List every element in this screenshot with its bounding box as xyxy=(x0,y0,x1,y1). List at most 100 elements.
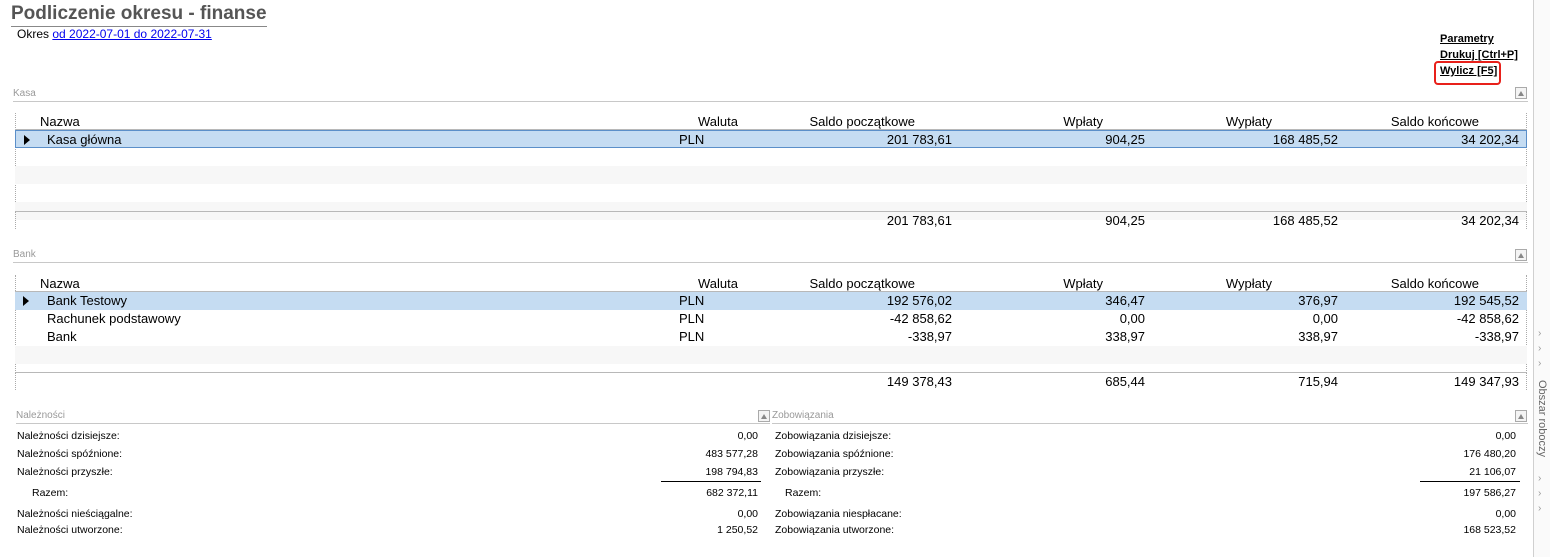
naleznosci-summary: Należności dzisiejsze: 0,00 Należności s… xyxy=(17,430,762,540)
actions-panel: Parametry Drukuj [Ctrl+P] Wylicz [F5] xyxy=(1440,31,1518,79)
zobowiazania-export-icon[interactable] xyxy=(1515,410,1527,422)
row-name: Bank Testowy xyxy=(47,293,127,308)
zobowiazania-created-value: 168 523,52 xyxy=(1463,524,1516,536)
bank-total-row: 149 378,43 685,44 715,94 149 347,93 xyxy=(15,372,1527,390)
zobowiazania-summary: Zobowiązania dzisiejsze: 0,00 Zobowiązan… xyxy=(775,430,1520,540)
col-name-header[interactable]: Nazwa xyxy=(40,114,80,129)
empty-row xyxy=(15,166,1527,184)
row-opening: -42 858,62 xyxy=(889,311,952,326)
naleznosci-section-title: Należności xyxy=(16,410,65,421)
col-closing-header[interactable]: Saldo końcowe xyxy=(1390,114,1479,129)
naleznosci-export-icon[interactable] xyxy=(758,410,770,422)
parameters-link[interactable]: Parametry xyxy=(1440,33,1494,45)
kasa-section-title: Kasa xyxy=(13,88,36,99)
bank-section-header: Bank xyxy=(13,249,1528,263)
col-opening-header[interactable]: Saldo początkowe xyxy=(809,114,915,129)
col-currency-header[interactable]: Waluta xyxy=(698,276,738,291)
naleznosci-sum-value: 682 372,11 xyxy=(706,487,758,499)
naleznosci-section-header: Należności xyxy=(16,410,770,424)
table-row[interactable]: Bank PLN -338,97 338,97 338,97 -338,97 xyxy=(15,328,1527,346)
bank-total-opening: 149 378,43 xyxy=(886,374,952,389)
naleznosci-bad-label: Należności nieściągalne: xyxy=(17,508,133,520)
col-currency-header[interactable]: Waluta xyxy=(698,114,738,129)
naleznosci-created-label: Należności utworzone: xyxy=(17,524,123,536)
bank-grid-frame xyxy=(15,275,1527,373)
naleznosci-sum-label: Razem: xyxy=(32,487,69,499)
row-currency: PLN xyxy=(679,293,705,308)
kasa-total-out: 168 485,52 xyxy=(1272,213,1338,228)
table-row[interactable]: Rachunek podstawowy PLN -42 858,62 0,00 … xyxy=(15,310,1527,328)
row-closing: 34 202,34 xyxy=(1461,132,1519,147)
row-currency: PLN xyxy=(679,311,705,326)
zobowiazania-section-title: Zobowiązania xyxy=(772,410,834,421)
row-out: 0,00 xyxy=(1312,311,1338,326)
bank-total-out: 715,94 xyxy=(1298,374,1338,389)
table-row[interactable]: Bank Testowy PLN 192 576,02 346,47 376,9… xyxy=(15,292,1527,310)
workspace-sidebar-tab[interactable]: Obszar roboczy xyxy=(1536,380,1550,470)
print-link[interactable]: Drukuj [Ctrl+P] xyxy=(1440,49,1518,61)
table-row[interactable]: Kasa główna PLN 201 783,61 904,25 168 48… xyxy=(15,130,1527,148)
page-title: Podliczenie okresu - finanse xyxy=(11,3,267,27)
row-name: Bank xyxy=(47,329,77,344)
bank-grid: Nazwa Waluta Saldo początkowe Wpłaty Wyp… xyxy=(15,275,1527,364)
naleznosci-today-value: 0,00 xyxy=(737,430,758,442)
col-opening-header[interactable]: Saldo początkowe xyxy=(809,276,915,291)
workspace-sidebar[interactable]: › › › › › › xyxy=(1533,0,1550,557)
naleznosci-future-label: Należności przyszłe: xyxy=(17,466,113,478)
zobowiazania-future-value: 21 106,07 xyxy=(1469,466,1516,478)
row-in: 904,25 xyxy=(1105,132,1145,147)
bank-grid-header: Nazwa Waluta Saldo początkowe Wpłaty Wyp… xyxy=(15,275,1527,292)
zobowiazania-today-value: 0,00 xyxy=(1495,430,1516,442)
kasa-total-closing: 34 202,34 xyxy=(1461,213,1519,228)
naleznosci-bad-value: 0,00 xyxy=(737,508,758,520)
kasa-grid-header: Nazwa Waluta Saldo początkowe Wpłaty Wyp… xyxy=(15,113,1527,130)
chevron-right-icon: › xyxy=(1538,488,1542,499)
period-label: Okres xyxy=(17,27,50,41)
row-out: 376,97 xyxy=(1298,293,1338,308)
col-out-header[interactable]: Wypłaty xyxy=(1225,114,1272,129)
row-out: 338,97 xyxy=(1298,329,1338,344)
zobowiazania-section-header: Zobowiązania xyxy=(772,410,1528,424)
row-in: 338,97 xyxy=(1105,329,1145,344)
bank-export-icon[interactable] xyxy=(1515,249,1527,261)
workspace-sidebar-label: Obszar roboczy xyxy=(1536,380,1548,458)
row-currency: PLN xyxy=(679,132,705,147)
kasa-grid: Nazwa Waluta Saldo początkowe Wpłaty Wyp… xyxy=(15,113,1527,220)
kasa-grid-frame xyxy=(15,113,1527,212)
naleznosci-late-label: Należności spóźnione: xyxy=(17,448,123,460)
row-opening: 201 783,61 xyxy=(886,132,952,147)
row-opening: 192 576,02 xyxy=(886,293,952,308)
row-closing: 192 545,52 xyxy=(1453,293,1519,308)
col-out-header[interactable]: Wypłaty xyxy=(1225,276,1272,291)
period-link[interactable]: od 2022-07-01 do 2022-07-31 xyxy=(52,27,212,41)
row-pointer-icon xyxy=(23,296,29,306)
zobowiazania-sum-label: Razem: xyxy=(785,487,822,499)
zobowiazania-unpaid-label: Zobowiązania niespłacane: xyxy=(775,508,902,520)
row-out: 168 485,52 xyxy=(1272,132,1338,147)
zobowiazania-sum-value: 197 586,27 xyxy=(1463,487,1516,499)
kasa-export-icon[interactable] xyxy=(1515,87,1527,99)
bank-total-closing: 149 347,93 xyxy=(1453,374,1519,389)
zobowiazania-sum-rule xyxy=(1420,481,1520,482)
calculate-link[interactable]: Wylicz [F5] xyxy=(1440,65,1498,77)
kasa-section-header: Kasa xyxy=(13,88,1528,102)
col-in-header[interactable]: Wpłaty xyxy=(1063,114,1103,129)
chevron-right-icon: › xyxy=(1538,503,1542,514)
empty-row xyxy=(15,148,1527,166)
naleznosci-today-label: Należności dzisiejsze: xyxy=(17,430,120,442)
row-in: 346,47 xyxy=(1105,293,1145,308)
empty-row xyxy=(15,346,1527,364)
col-closing-header[interactable]: Saldo końcowe xyxy=(1390,276,1479,291)
row-closing: -338,97 xyxy=(1474,329,1519,344)
row-closing: -42 858,62 xyxy=(1456,311,1519,326)
col-name-header[interactable]: Nazwa xyxy=(40,276,80,291)
zobowiazania-created-label: Zobowiązania utworzone: xyxy=(775,524,895,536)
chevron-right-icon: › xyxy=(1538,473,1542,484)
bank-total-in: 685,44 xyxy=(1105,374,1145,389)
bank-section-title: Bank xyxy=(13,249,36,260)
col-in-header[interactable]: Wpłaty xyxy=(1063,276,1103,291)
zobowiazania-late-label: Zobowiązania spóźnione: xyxy=(775,448,894,460)
kasa-total-opening: 201 783,61 xyxy=(886,213,952,228)
row-opening: -338,97 xyxy=(907,329,952,344)
row-pointer-icon xyxy=(24,135,30,145)
